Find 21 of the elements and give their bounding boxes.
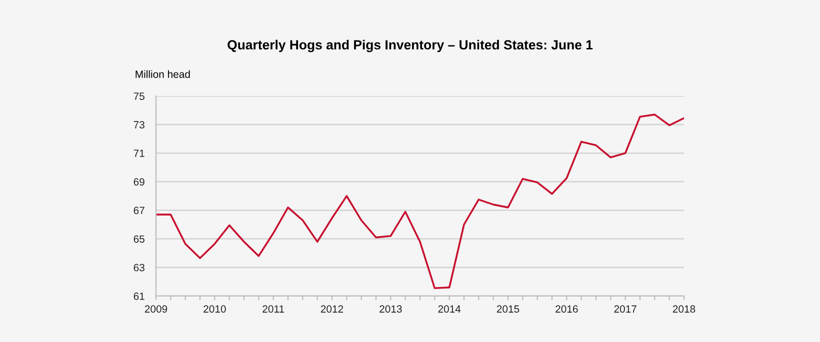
x-tick-label: 2010 xyxy=(204,305,226,313)
x-tick-label: 2018 xyxy=(672,305,696,313)
y-tick-label: 63 xyxy=(134,264,144,272)
line-series xyxy=(156,114,684,290)
chart-title: Quarterly Hogs and Pigs Inventory – United States: June 1 xyxy=(228,40,593,52)
x-tick-label: 2009 xyxy=(144,305,168,313)
x-tick-label: 2011 xyxy=(262,305,284,313)
x-tick-label: 2015 xyxy=(496,305,520,313)
x-tick-label: 2013 xyxy=(380,305,402,313)
y-axis-title: Million head xyxy=(136,70,190,78)
y-tick-label: 67 xyxy=(134,206,144,214)
y-tick-label: 61 xyxy=(134,292,144,300)
y-tick-label: 65 xyxy=(134,235,144,243)
y-tick-label: 73 xyxy=(134,121,144,128)
x-tick-label: 2016 xyxy=(556,305,578,313)
y-tick-label: 75 xyxy=(134,92,144,100)
x-tick-label: 2014 xyxy=(438,305,461,313)
x-tick-label: 2017 xyxy=(614,305,636,313)
x-tick-label: 2012 xyxy=(320,305,344,313)
y-tick-label: 69 xyxy=(134,178,144,186)
y-tick-label: 71 xyxy=(134,150,144,157)
